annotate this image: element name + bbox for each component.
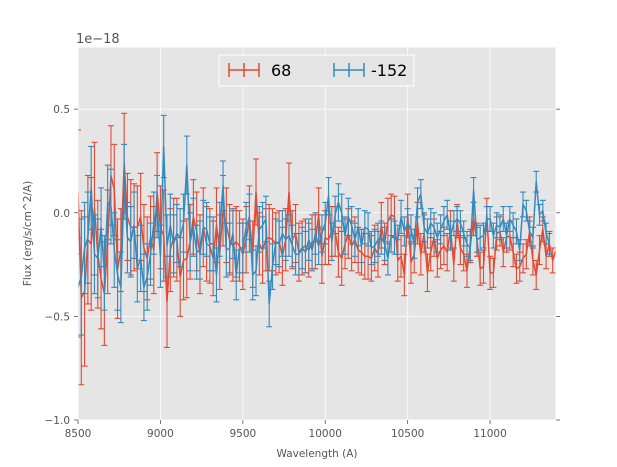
x-tick-label-3: 10000	[309, 428, 342, 440]
y-axis-label: Flux (erg/s/cm^2/A)	[22, 181, 34, 286]
axis-ticks: 8500 9000 9500 10000 10500 11000 −1.0 −0.5 0.0 0.…	[45, 104, 560, 440]
x-tick-label-4: 10500	[391, 428, 424, 440]
series-1-group	[78, 114, 553, 338]
legend-symbol-series-1	[333, 63, 365, 77]
series-1-line	[78, 145, 551, 305]
y-axis-offset-label: 1e−18	[76, 32, 120, 47]
x-tick-label-2: 9500	[229, 428, 256, 440]
legend: 68 -152	[218, 54, 415, 87]
legend-symbol-series-0	[228, 63, 260, 77]
legend-label-series-0: 68	[271, 61, 291, 80]
data-series-layer	[78, 112, 556, 386]
x-tick-label-0: 8500	[65, 428, 92, 440]
legend-label-series-1: -152	[371, 61, 407, 80]
y-tick-label-3: 0.5	[53, 104, 70, 116]
x-axis-label: Wavelength (A)	[276, 448, 357, 460]
x-tick-label-5: 11000	[473, 428, 506, 440]
plot-frame	[77, 46, 557, 421]
y-tick-label-2: 0.0	[53, 208, 70, 220]
y-tick-label-1: −0.5	[45, 311, 71, 323]
y-tick-label-0: −1.0	[45, 415, 71, 427]
x-tick-label-1: 9000	[147, 428, 174, 440]
